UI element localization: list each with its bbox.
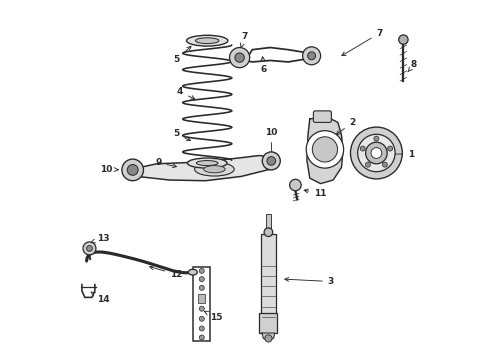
Circle shape	[366, 162, 370, 167]
Circle shape	[127, 165, 138, 175]
Ellipse shape	[187, 35, 228, 46]
Circle shape	[312, 137, 338, 162]
Polygon shape	[307, 117, 343, 184]
Text: 5: 5	[173, 130, 191, 141]
FancyBboxPatch shape	[314, 111, 331, 122]
Circle shape	[199, 316, 204, 321]
Text: 10: 10	[100, 165, 119, 174]
Circle shape	[303, 47, 320, 65]
Circle shape	[199, 326, 204, 331]
Bar	[198, 294, 205, 303]
Circle shape	[122, 159, 144, 181]
Circle shape	[371, 148, 382, 158]
Circle shape	[360, 146, 365, 151]
Circle shape	[199, 285, 204, 290]
Polygon shape	[132, 156, 277, 181]
Text: 1: 1	[390, 150, 414, 159]
Circle shape	[265, 335, 272, 342]
Circle shape	[358, 134, 395, 172]
Text: 7: 7	[342, 29, 383, 56]
Ellipse shape	[188, 269, 197, 275]
Text: 8: 8	[408, 60, 417, 72]
Text: 9: 9	[155, 158, 176, 168]
Circle shape	[374, 136, 379, 141]
Ellipse shape	[196, 38, 219, 44]
Text: 5: 5	[173, 46, 191, 64]
Circle shape	[262, 152, 280, 170]
Circle shape	[199, 306, 204, 311]
Circle shape	[229, 48, 250, 68]
Ellipse shape	[204, 166, 225, 173]
Bar	[193, 267, 210, 341]
Ellipse shape	[195, 162, 234, 176]
Circle shape	[199, 269, 204, 274]
Polygon shape	[262, 333, 275, 340]
Circle shape	[308, 52, 316, 60]
Text: 6: 6	[261, 57, 267, 74]
Bar	[266, 214, 271, 234]
Text: 10: 10	[265, 128, 277, 157]
Circle shape	[399, 35, 408, 44]
Text: 14: 14	[91, 292, 109, 304]
Ellipse shape	[187, 158, 227, 168]
Text: 2: 2	[336, 118, 356, 135]
Circle shape	[366, 142, 387, 164]
Bar	[261, 234, 275, 319]
Circle shape	[199, 335, 204, 340]
Text: 12: 12	[149, 266, 183, 279]
Circle shape	[264, 228, 273, 237]
Circle shape	[290, 179, 301, 191]
Circle shape	[83, 242, 96, 255]
Circle shape	[199, 277, 204, 282]
Bar	[259, 313, 277, 333]
Circle shape	[87, 246, 92, 251]
Circle shape	[267, 157, 275, 165]
Circle shape	[350, 127, 402, 179]
Circle shape	[382, 162, 388, 167]
Text: 3: 3	[285, 277, 334, 286]
Text: 4: 4	[177, 87, 195, 99]
Text: 15: 15	[204, 311, 223, 322]
Circle shape	[306, 131, 343, 168]
Circle shape	[235, 53, 245, 62]
Text: 13: 13	[91, 234, 109, 243]
Circle shape	[388, 146, 392, 151]
Text: 11: 11	[304, 189, 327, 198]
Ellipse shape	[196, 161, 218, 166]
Text: 7: 7	[241, 32, 248, 47]
